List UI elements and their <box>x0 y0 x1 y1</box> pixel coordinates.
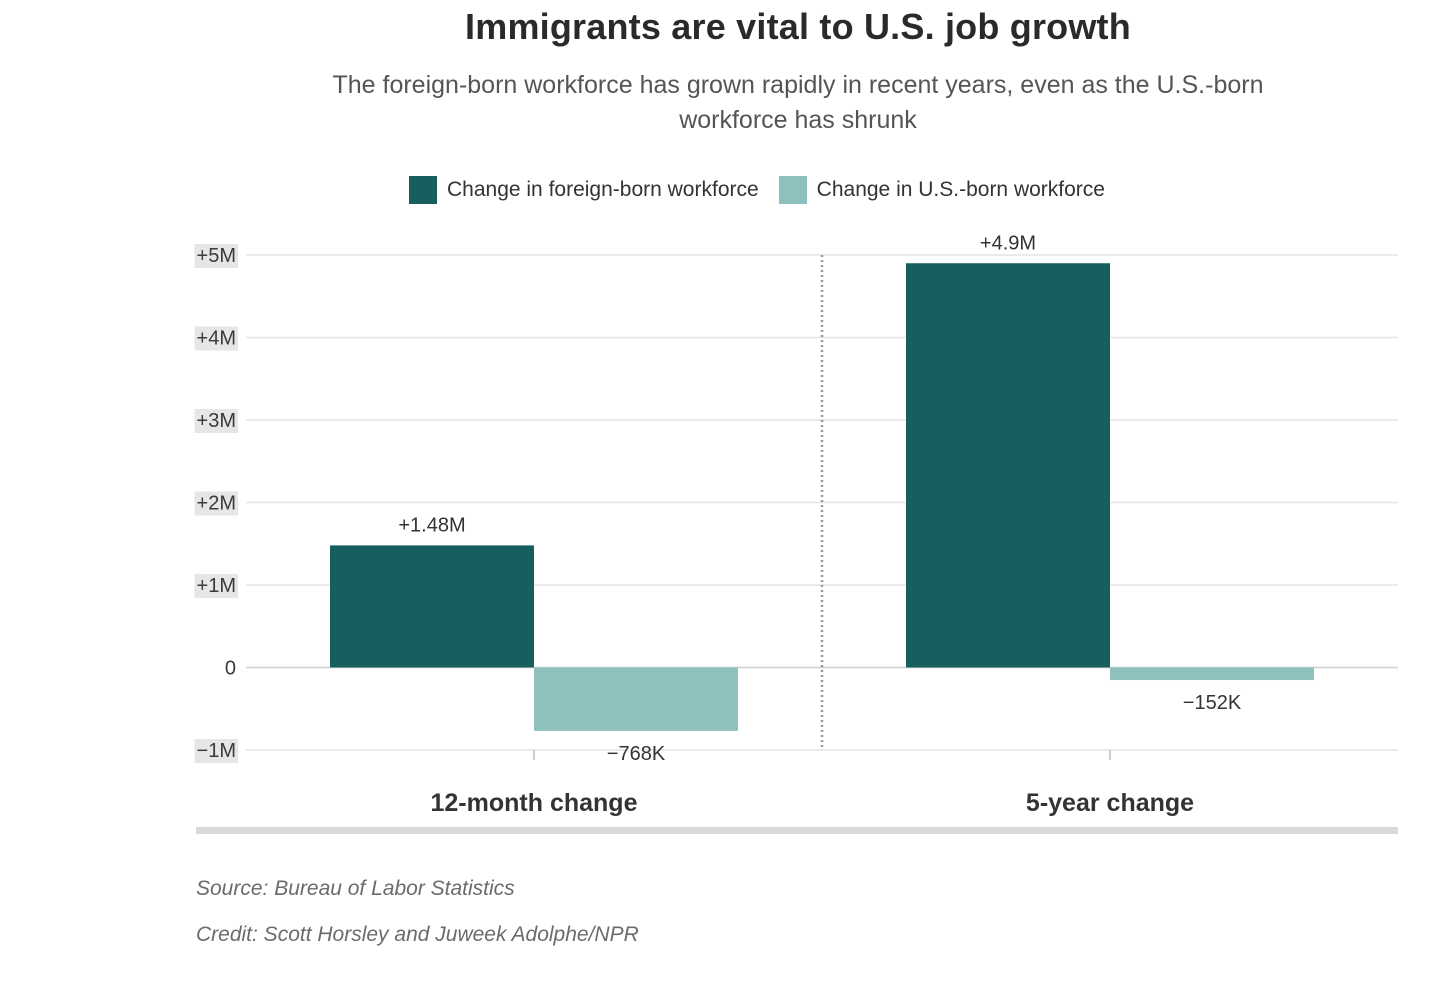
source-note: Source: Bureau of Labor Statistics <box>196 877 515 900</box>
bar-data-label: −768K <box>607 743 666 765</box>
bottom-divider <box>196 827 1398 834</box>
bar-us-born <box>1110 667 1314 681</box>
y-tick-label: +5M <box>197 245 236 267</box>
y-tick-label-background <box>194 491 238 516</box>
bar-us-born <box>534 667 738 731</box>
bar-foreign-born <box>330 545 534 668</box>
x-category-label: 5-year change <box>1026 789 1194 817</box>
y-tick-label: 0 <box>225 658 236 680</box>
legend-swatch-us-born <box>778 176 807 204</box>
credit-note: Credit: Scott Horsley and Juweek Adolphe… <box>196 923 639 946</box>
y-tick-label: +3M <box>197 410 236 432</box>
y-tick-label-background <box>194 244 238 268</box>
x-category-label: 12-month change <box>431 789 638 817</box>
bar-data-label: +1.48M <box>398 514 465 536</box>
y-tick-label-background <box>194 409 238 433</box>
legend-swatch-foreign-born <box>409 176 437 204</box>
bar-foreign-born <box>906 263 1110 668</box>
bar-data-label: −152K <box>1183 692 1242 714</box>
bar-data-label: +4.9M <box>980 232 1036 254</box>
chart-title: Immigrants are vital to U.S. job growth <box>465 6 1131 47</box>
y-tick-label: −1M <box>197 740 236 762</box>
y-tick-label-background <box>194 326 238 351</box>
legend-label-us-born: Change in U.S.-born workforce <box>816 178 1105 201</box>
y-tick-label: +1M <box>197 575 236 597</box>
y-tick-label: +4M <box>197 328 236 350</box>
legend-label-foreign-born: Change in foreign-born workforce <box>447 178 759 201</box>
y-tick-label-background <box>194 739 238 763</box>
legend-item-us-born: Change in U.S.-born workforce <box>778 176 1105 204</box>
chart-legend: Change in foreign-born workforce Change … <box>409 176 1125 204</box>
legend-item-foreign-born: Change in foreign-born workforce <box>409 176 759 204</box>
y-tick-label-background <box>194 574 238 598</box>
y-tick-label: +2M <box>197 493 236 515</box>
chart-subtitle: The foreign-born workforce has grown rap… <box>332 71 1264 134</box>
